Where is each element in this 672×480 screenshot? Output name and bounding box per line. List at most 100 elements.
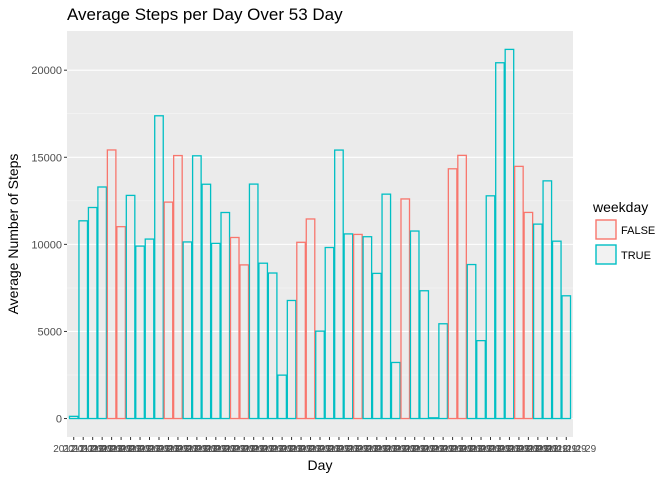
bar-37 [409, 230, 420, 420]
x-tick-label: 2012-11-29 [536, 444, 587, 455]
x-tick-label: 2012-11-29 [451, 444, 502, 455]
x-tick-label: 2012-11-29 [413, 444, 464, 455]
y-tick-label: 15000 [31, 152, 62, 164]
bar-25 [296, 241, 306, 420]
bar-32 [362, 236, 373, 420]
bar-44 [476, 339, 486, 420]
x-tick-label: 2012-11-29 [432, 444, 483, 455]
x-tick-label: 2012-11-29 [347, 444, 398, 455]
x-tick-label: 2012-11-29 [157, 444, 208, 455]
x-tick-label: 2012-11-29 [176, 444, 227, 455]
y-axis: 0 5000 10000 15000 20000 [31, 65, 67, 426]
chart-title: Average Steps per Day Over 53 Day [67, 5, 343, 24]
x-tick-label: 2012-11-29 [271, 444, 322, 455]
x-tick-label: 2012-11-29 [394, 444, 445, 455]
bar-27 [315, 330, 325, 420]
x-tick-label: 2012-11-29 [167, 444, 218, 455]
bar-3 [87, 206, 98, 420]
x-tick-label: 2012-11-29 [527, 444, 578, 455]
x-tick-label: 2012-11-29 [404, 444, 455, 455]
x-tick-label: 2012-11-29 [375, 444, 426, 455]
bar-39 [428, 417, 439, 420]
x-tick-label: 2012-11-29 [318, 444, 369, 455]
bar-4 [97, 186, 108, 420]
x-tick-label: 2012-11-29 [546, 444, 597, 455]
x-tick-label: 2012-11-29 [281, 444, 332, 455]
x-tick-label: 2012-11-29 [366, 444, 417, 455]
x-tick-label: 2012-11-29 [423, 444, 474, 455]
x-tick-label: 2012-11-29 [470, 444, 521, 455]
bar-23 [277, 374, 288, 420]
bar-5 [106, 149, 117, 420]
bar-21 [258, 262, 269, 420]
y-tick-label: 0 [56, 414, 62, 426]
bar-48 [513, 165, 524, 420]
bar-16 [210, 242, 221, 420]
x-tick-label: 2012-11-29 [214, 444, 265, 455]
bar-34 [381, 193, 392, 420]
x-tick-label: 2012-11-29 [233, 444, 284, 455]
x-tick-label: 2012-11-29 [309, 444, 360, 455]
bar-26 [305, 218, 316, 420]
bar-53 [561, 295, 572, 420]
bar-9 [144, 238, 155, 420]
x-tick-label: 2012-11-29 [262, 444, 313, 455]
bar-31 [352, 233, 363, 420]
x-axis-title: Day [308, 457, 333, 473]
bar-15 [201, 183, 212, 420]
bar-50 [532, 223, 543, 420]
x-tick-label: 2012-11-29 [186, 444, 237, 455]
bar-36 [400, 198, 411, 420]
x-tick-label: 2012-11-29 [120, 444, 171, 455]
x-tick-label: 2012-11-29 [243, 444, 294, 455]
bar-40 [438, 323, 449, 420]
legend: weekday FALSE TRUE [592, 199, 655, 265]
bar-29 [334, 149, 344, 420]
bars [68, 48, 572, 420]
bar-51 [542, 180, 553, 420]
bar-41 [447, 168, 458, 420]
bar-24 [286, 299, 297, 420]
bar-7 [125, 194, 136, 420]
x-tick-label: 2012-11-29 [385, 444, 436, 455]
x-tick-label: 2012-11-29 [195, 444, 246, 455]
legend-key-false [595, 219, 617, 240]
x-tick-label: 2012-11-29 [224, 444, 275, 455]
bar-14 [191, 155, 202, 420]
bar-52 [551, 240, 562, 420]
x-tick-label: 2012-11-29 [82, 444, 133, 455]
x-tick-label: 2012-11-29 [138, 444, 189, 455]
bar-49 [523, 211, 534, 420]
legend-key-true [595, 244, 617, 265]
bar-20 [248, 183, 259, 420]
y-axis-title: Average Number of Steps [5, 154, 21, 315]
bar-43 [466, 263, 477, 420]
x-tick-label: 2012-11-29 [148, 444, 199, 455]
x-tick-label: 2012-11-29 [290, 444, 341, 455]
bar-38 [419, 290, 430, 420]
bar-11 [163, 201, 174, 420]
bar-1 [68, 415, 79, 420]
x-tick-label: 2012-11-29 [479, 444, 530, 455]
bar-30 [343, 233, 354, 420]
bar-33 [371, 272, 382, 420]
x-tick-label: 2012-11-29 [110, 444, 161, 455]
bar-45 [485, 195, 496, 420]
bar-19 [239, 264, 250, 420]
bar-42 [457, 154, 467, 420]
x-tick-label: 2012-11-29 [129, 444, 180, 455]
x-tick-label: 2012-11-29 [517, 444, 568, 455]
x-tick-label: 2012-11-29 [442, 444, 493, 455]
x-tick-label: 2012-11-29 [252, 444, 303, 455]
bar-28 [324, 246, 335, 420]
bar-22 [267, 272, 278, 420]
x-tick-label: 2012-11-29 [72, 444, 123, 455]
x-tick-label: 2012-11-29 [337, 444, 388, 455]
x-tick-label: 2012-11-29 [461, 444, 512, 455]
bar-46 [495, 62, 505, 420]
bar-18 [229, 236, 240, 420]
bar-13 [182, 241, 193, 420]
bar-17 [220, 211, 231, 420]
x-tick-label: 2012-11-29 [300, 444, 351, 455]
